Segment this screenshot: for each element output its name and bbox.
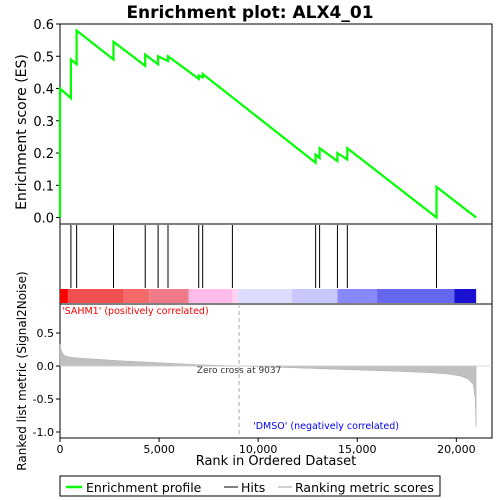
es-panel-frame xyxy=(59,23,493,225)
heat-bar-segment xyxy=(238,289,292,303)
metric-y-label: Ranked list metric (Signal2Noise) xyxy=(15,271,29,470)
es-y-tick-label: 0.5 xyxy=(33,50,54,65)
ranking-metric-area xyxy=(59,344,477,428)
heat-bar-segment xyxy=(232,289,239,303)
chart-title: Enrichment plot: ALX4_01 xyxy=(126,3,373,23)
chart-legend: Enrichment profile Hits Ranking metric s… xyxy=(59,475,441,497)
hits-panel xyxy=(59,223,493,305)
legend-profile-label: Enrichment profile xyxy=(86,480,202,495)
es-y-tick-label: 0.0 xyxy=(33,212,54,227)
heat-bar-segment xyxy=(60,289,68,303)
es-y-tick-label: 0.6 xyxy=(33,18,54,33)
heat-bar-segment xyxy=(337,289,378,303)
es-y-tick-label: 0.1 xyxy=(33,179,54,194)
heat-bar-segment xyxy=(291,289,338,303)
heat-bar-segment xyxy=(377,289,455,303)
rank-x-tick-label: 10,000 xyxy=(239,443,278,456)
metric-y-tick-label: 0.0 xyxy=(37,360,55,373)
rank-heat-bar xyxy=(60,289,477,303)
es-panel: 0.0 0.1 0.2 0.3 0.4 0.5 0.6 Enrichment score (… xyxy=(14,18,493,227)
es-y-tick-label: 0.4 xyxy=(33,83,54,98)
es-y-tick-label: 0.3 xyxy=(33,115,54,130)
es-y-axis: 0.0 0.1 0.2 0.3 0.4 0.5 0.6 xyxy=(33,18,60,227)
es-y-tick-label: 0.2 xyxy=(33,147,54,162)
metric-y-tick-label: 0.5 xyxy=(37,327,55,340)
rank-x-tick-label: 0 xyxy=(57,443,64,456)
legend-metric-label: Ranking metric scores xyxy=(295,480,434,495)
heat-bar-segment xyxy=(149,289,189,303)
heat-bar-segment xyxy=(188,289,233,303)
rank-x-tick-label: 20,000 xyxy=(437,443,476,456)
rank-x-label: Rank in Ordered Dataset xyxy=(196,454,357,469)
positive-label: 'SAHM1' (positively correlated) xyxy=(62,306,209,317)
legend-hits-label: Hits xyxy=(241,480,265,495)
metric-panel: Zero cross at 9037 'SAHM1' (positively c… xyxy=(15,271,493,471)
enrichment-profile-line xyxy=(58,28,477,220)
es-y-label: Enrichment score (ES) xyxy=(14,54,30,210)
rank-x-axis: 0 5,000 10,000 15,000 20,000 xyxy=(57,438,476,456)
metric-y-axis: -1.0 -0.5 0.0 0.5 xyxy=(33,327,60,439)
hit-markers xyxy=(70,225,438,288)
heat-bar-segment xyxy=(123,289,150,303)
heat-bar-segment xyxy=(454,289,477,303)
rank-x-tick-label: 5,000 xyxy=(143,443,175,456)
metric-y-tick-label: -0.5 xyxy=(33,393,54,406)
legend-frame xyxy=(59,475,441,497)
negative-label: 'DMSO' (negatively correlated) xyxy=(253,421,399,432)
rank-x-tick-label: 15,000 xyxy=(338,443,377,456)
heat-bar-segment xyxy=(67,289,124,303)
zero-cross-label: Zero cross at 9037 xyxy=(197,366,282,376)
metric-y-tick-label: -1.0 xyxy=(33,426,54,439)
